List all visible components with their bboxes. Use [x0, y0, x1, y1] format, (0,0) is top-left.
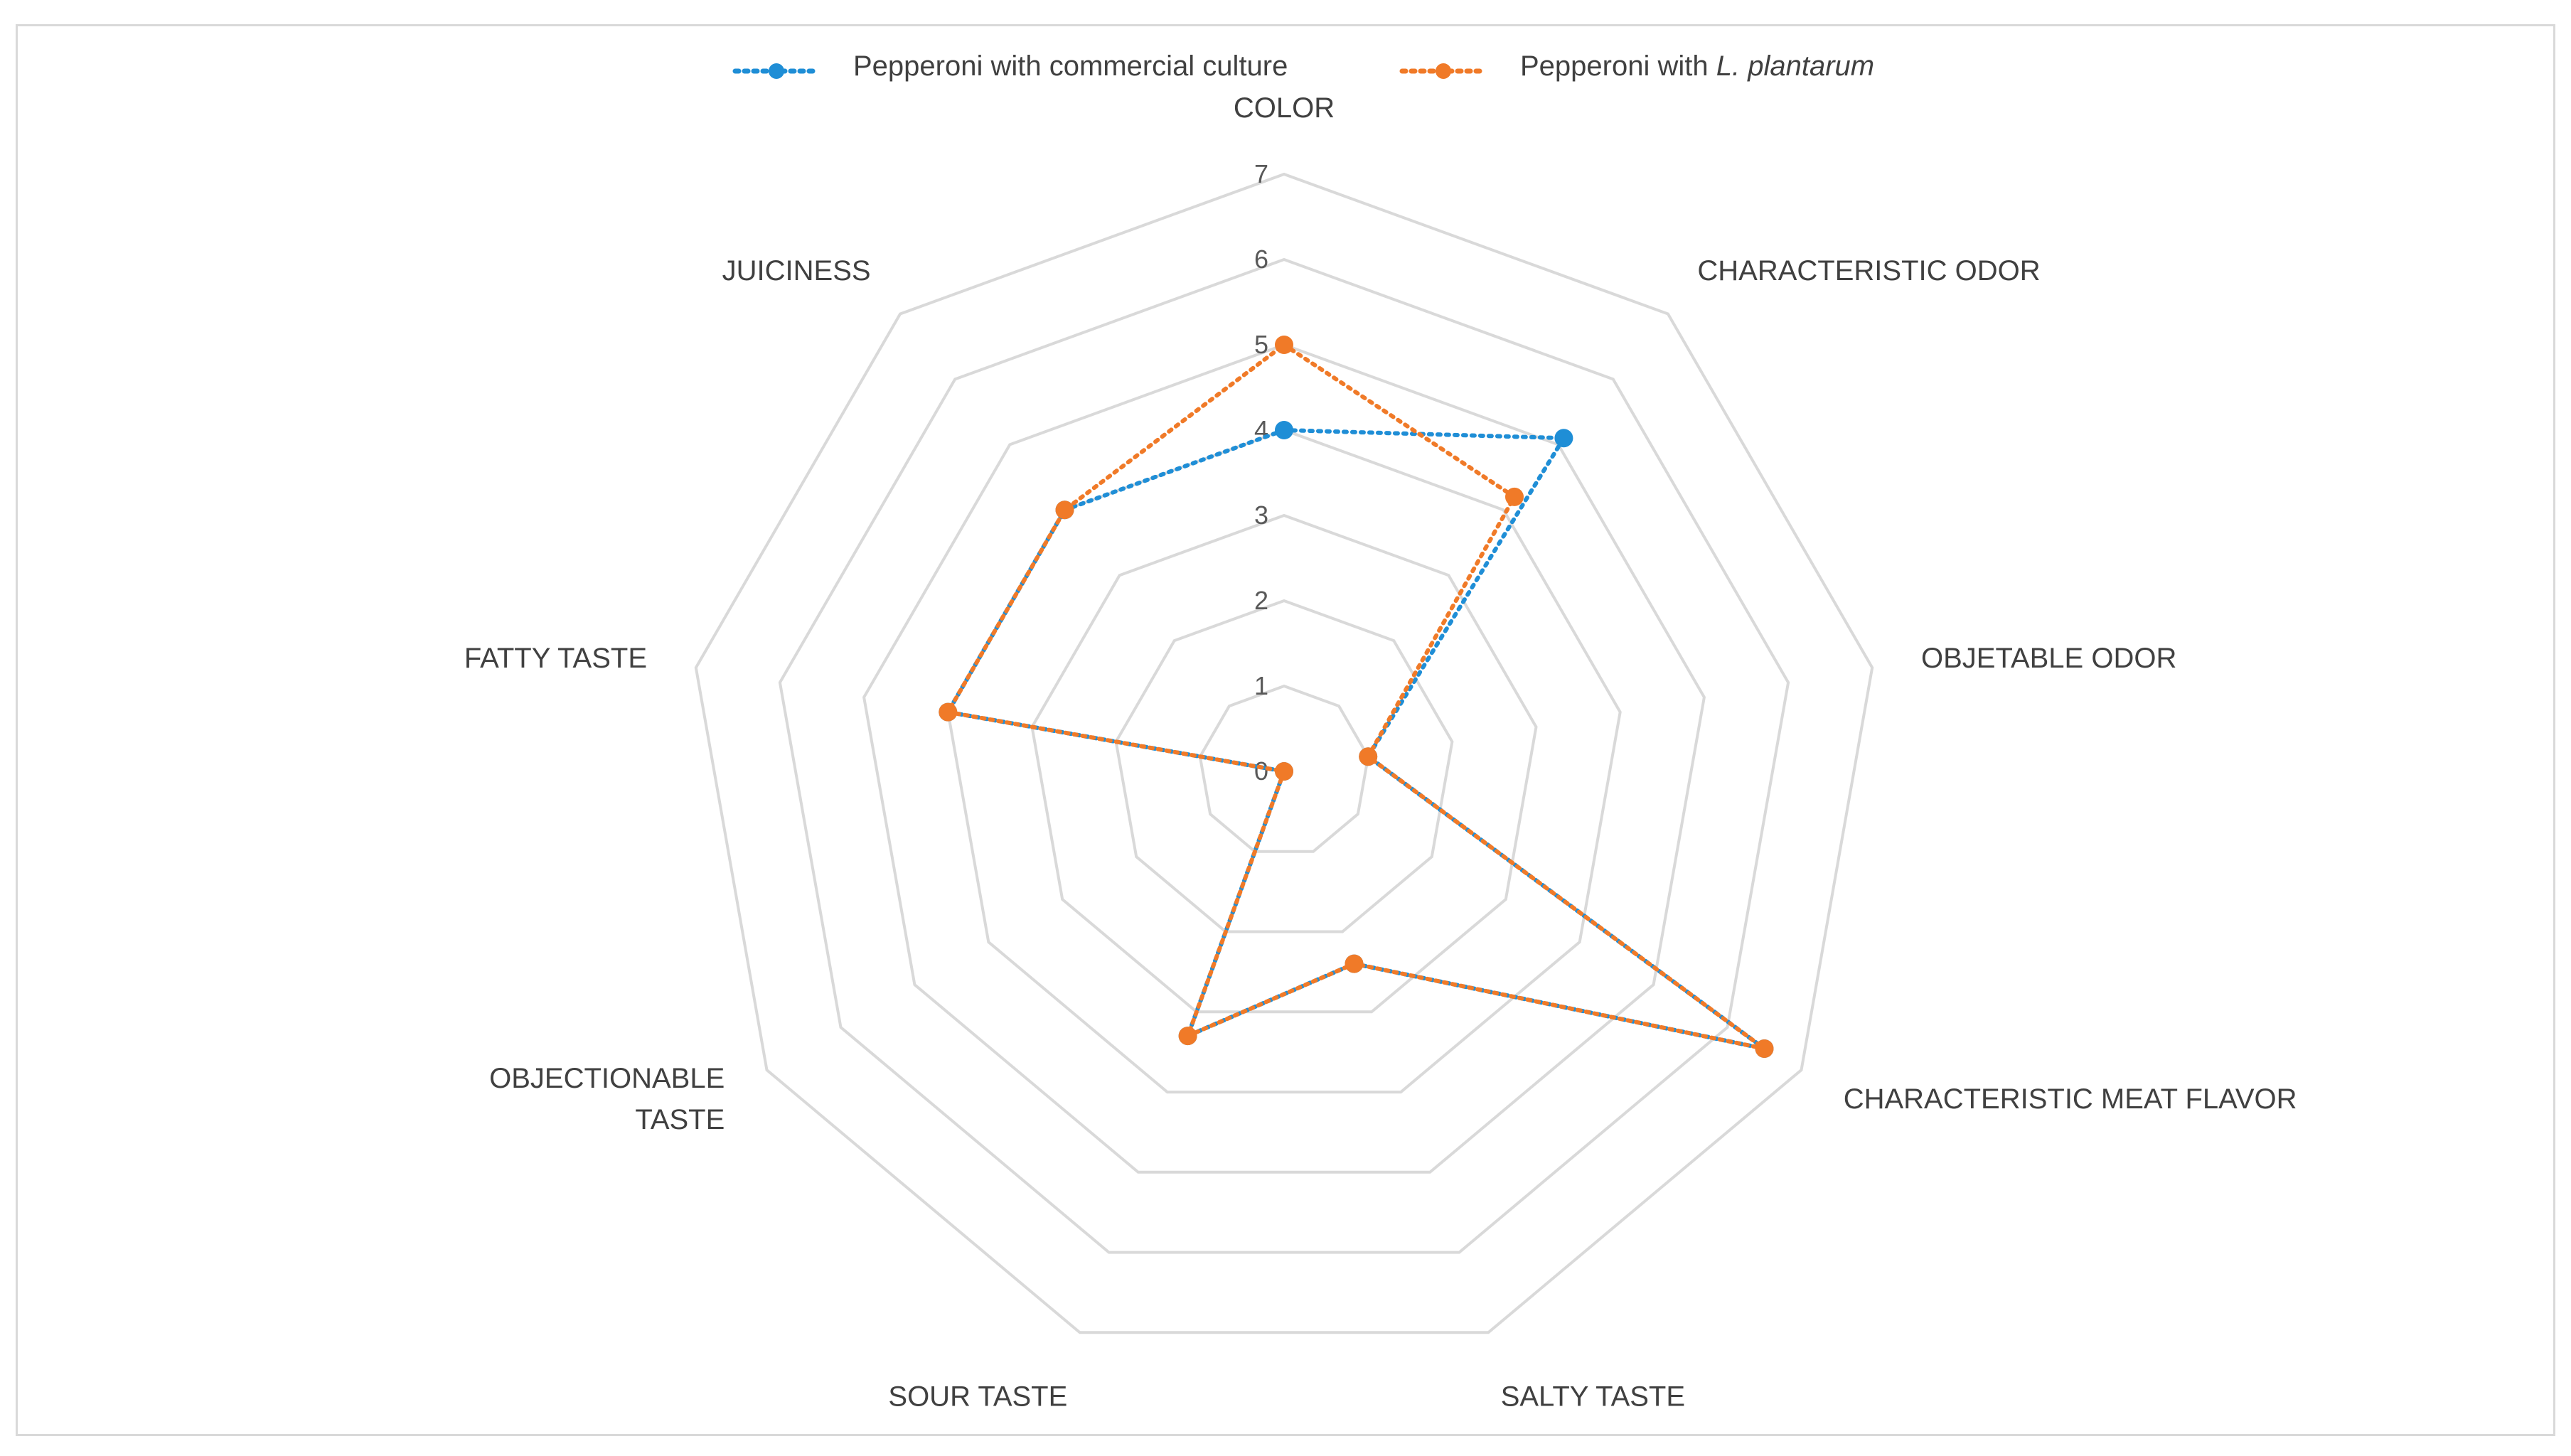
category-label-line: CHARACTERISTIC MEAT FLAVOR — [1844, 1083, 2297, 1115]
category-label: FATTY TASTE — [464, 643, 647, 674]
tick-label: 7 — [1254, 159, 1268, 188]
grid-ring-1 — [1198, 684, 1370, 853]
category-label: JUICINESS — [722, 255, 871, 287]
data-point-series-1 — [1345, 954, 1364, 973]
category-label-line: COLOR — [1234, 92, 1335, 124]
series-line-1 — [946, 343, 1767, 1051]
category-label-line: TASTE — [635, 1104, 725, 1135]
data-point-series-1 — [1359, 747, 1378, 766]
category-label: SOUR TASTE — [888, 1381, 1067, 1413]
legend-label-commercial: Pepperoni with commercial culture — [853, 50, 1288, 82]
category-label: COLOR — [1234, 92, 1335, 124]
data-point-series-1 — [939, 702, 958, 722]
category-label: SALTY TASTE — [1501, 1381, 1685, 1413]
grid-ring-3 — [1030, 513, 1538, 1014]
grid-ring-2 — [1114, 599, 1454, 933]
category-label: OBJECTIONABLE TASTE — [489, 1063, 725, 1135]
category-labels: COLOR CHARACTERISTIC ODOR OBJETABLE ODOR CH… — [464, 92, 2297, 1413]
data-point-series-1 — [1505, 487, 1524, 506]
legend-label-plantarum: Pepperoni with L. plantarum — [1520, 50, 1874, 82]
data-point-series-0 — [1554, 429, 1573, 448]
series-layer — [939, 336, 1774, 1058]
legend: Pepperoni with commercial culture Pepper… — [732, 50, 1874, 82]
data-point-series-1 — [1275, 762, 1293, 781]
legend-item-commercial: Pepperoni with commercial culture — [732, 50, 1288, 82]
data-point-series-1 — [1755, 1039, 1774, 1058]
category-label: CHARACTERISTIC MEAT FLAVOR — [1844, 1083, 2297, 1115]
grid-ring-6 — [778, 257, 1790, 1254]
data-point-series-1 — [1055, 500, 1074, 520]
category-label-line: SOUR TASTE — [888, 1381, 1067, 1413]
data-point-series-1 — [1275, 336, 1293, 354]
category-label-line: SALTY TASTE — [1501, 1381, 1685, 1413]
tick-label: 1 — [1254, 671, 1268, 700]
category-label-line: OBJECTIONABLE — [489, 1063, 725, 1094]
legend-label-plantarum-prefix: Pepperoni with — [1520, 50, 1716, 82]
category-label-line: CHARACTERISTIC ODOR — [1697, 255, 2040, 287]
data-point-series-1 — [1178, 1027, 1197, 1046]
legend-marker-commercial — [769, 63, 784, 79]
category-label-line: FATTY TASTE — [464, 643, 647, 674]
tick-label: 3 — [1254, 500, 1268, 530]
radar-grid — [694, 172, 1874, 1334]
legend-marker-plantarum — [1436, 63, 1451, 79]
category-label-line: JUICINESS — [722, 255, 871, 287]
legend-item-plantarum: Pepperoni with L. plantarum — [1399, 50, 1874, 82]
tick-label: 6 — [1254, 245, 1268, 274]
tick-label: 5 — [1254, 330, 1268, 359]
category-label: OBJETABLE ODOR — [1921, 643, 2176, 674]
grid-ring-7 — [694, 172, 1874, 1334]
tick-label: 0 — [1254, 756, 1268, 786]
category-label: CHARACTERISTIC ODOR — [1697, 255, 2040, 287]
legend-label-plantarum-species: L. plantarum — [1716, 50, 1874, 82]
tick-label: 2 — [1254, 586, 1268, 615]
category-label-line: OBJETABLE ODOR — [1921, 643, 2176, 674]
data-point-series-0 — [1275, 421, 1293, 439]
grid-ring-5 — [862, 343, 1706, 1174]
